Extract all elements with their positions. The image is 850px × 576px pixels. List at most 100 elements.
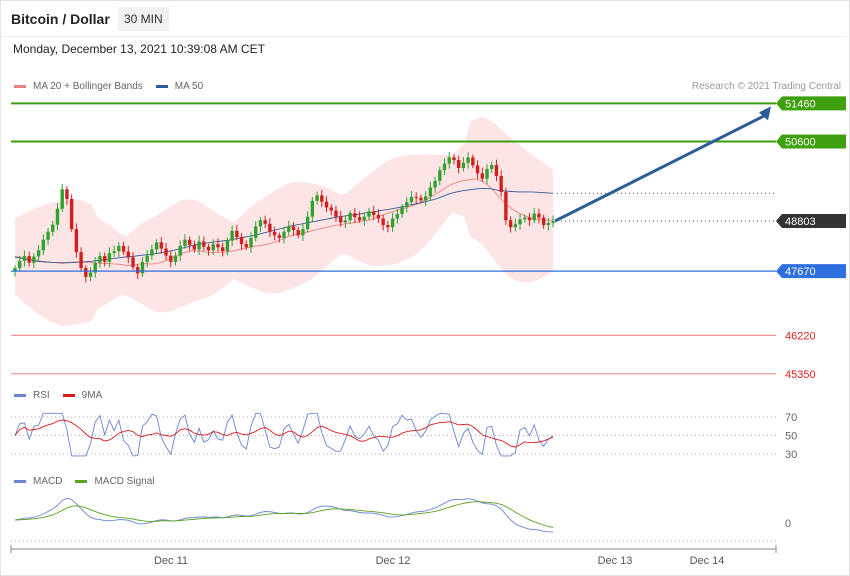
candle-body <box>419 197 423 201</box>
candle-body <box>513 224 518 228</box>
candle-body <box>69 199 74 230</box>
candle-body <box>310 200 315 217</box>
candle-body <box>192 245 197 250</box>
candle-body <box>32 256 36 263</box>
candle-body <box>93 262 97 273</box>
candle-body <box>55 208 60 225</box>
candle-body <box>461 162 466 169</box>
legend-label-ma50: MA 50 <box>174 81 204 92</box>
level-51460-tag <box>776 96 846 111</box>
candle-body <box>126 251 130 258</box>
candle-body <box>357 217 362 221</box>
candle-body <box>376 214 381 219</box>
candle-body <box>145 255 149 262</box>
legend-label-rsi: RSI <box>33 390 50 401</box>
candle-body <box>239 237 244 245</box>
candle-body <box>338 216 343 223</box>
candle-body <box>405 202 409 207</box>
candle-body <box>508 220 513 228</box>
forecast-arrow-shaft <box>554 113 768 223</box>
instrument-title: Bitcoin / Dollar <box>11 11 110 27</box>
candle-body <box>178 245 182 256</box>
rsi-tick-70: 70 <box>785 412 797 424</box>
candle-body <box>334 210 338 217</box>
macd-legend: MACD MACD Signal <box>14 476 167 487</box>
legend-label-macd: MACD <box>33 476 63 487</box>
candle-body <box>348 213 352 221</box>
candle-body <box>367 211 371 217</box>
candle-body <box>65 189 69 200</box>
candle-body <box>117 245 121 252</box>
legend-swatch-ma20 <box>14 85 26 88</box>
candle-body <box>88 272 93 277</box>
candle-body <box>211 244 215 251</box>
timeframe-selector[interactable]: 30 MIN <box>118 7 169 31</box>
candle-body <box>102 256 107 262</box>
candle-body <box>51 224 55 232</box>
candle-body <box>499 175 503 192</box>
candle-body <box>216 244 220 248</box>
candle-body <box>225 240 230 252</box>
candle-body <box>197 241 201 250</box>
candle-body <box>400 206 404 215</box>
rsi-tick-50: 50 <box>785 431 797 443</box>
candle-body <box>154 242 159 250</box>
legend-swatch-rsi <box>14 394 26 397</box>
legend-label-ma20: MA 20 + Bollinger Bands <box>33 81 143 92</box>
candle-body <box>136 267 140 274</box>
level-50600-label: 50600 <box>785 136 816 148</box>
candle-body <box>291 226 296 230</box>
legend-item-macd: MACD <box>14 476 62 487</box>
level-45350-label: 45350 <box>785 369 816 381</box>
bollinger-band <box>15 116 554 327</box>
candle-body <box>329 207 333 211</box>
candle-body <box>206 246 211 251</box>
candle-body <box>324 201 329 208</box>
rsi-tick-30: 30 <box>785 449 797 461</box>
legend-swatch-macd-signal <box>75 480 88 483</box>
candle-body <box>202 241 206 247</box>
candle-body <box>438 170 442 181</box>
legend-item-macd-signal: MACD Signal <box>75 476 154 487</box>
candle-body <box>423 196 428 201</box>
forecast-arrow-head <box>759 106 771 121</box>
candle-body <box>282 231 286 238</box>
candle-body <box>150 249 154 256</box>
rsi-9ma-line <box>14 419 554 448</box>
candle-body <box>187 239 192 246</box>
price-legend: MA 20 + Bollinger Bands MA 50 <box>14 81 216 92</box>
rsi-legend: RSI 9MA <box>14 390 115 401</box>
candle-body <box>84 268 88 277</box>
candle-body <box>343 220 348 223</box>
macd-line <box>14 497 554 533</box>
candle-body <box>494 164 499 176</box>
candle-body <box>244 244 248 248</box>
candle-body <box>315 195 319 201</box>
x-tick-label-dec-14: Dec 14 <box>690 555 725 567</box>
x-tick-label-dec-12: Dec 12 <box>376 555 411 567</box>
x-tick-label-dec-13: Dec 13 <box>598 555 633 567</box>
legend-swatch-9ma <box>62 394 75 397</box>
candle-body <box>18 260 22 269</box>
candle-body <box>305 216 310 230</box>
candle-body <box>480 173 484 179</box>
candle-body <box>456 160 461 169</box>
candle-body <box>121 245 126 252</box>
candle-body <box>296 229 300 236</box>
candle-body <box>546 222 551 226</box>
level-48803-tag <box>776 214 846 228</box>
x-tick-label-dec-11: Dec 11 <box>154 555 188 567</box>
candle-body <box>433 180 437 188</box>
candle-body <box>452 157 456 161</box>
candle-body <box>490 164 494 169</box>
candle-body <box>41 239 46 251</box>
candle-body <box>523 217 527 220</box>
candle-body <box>98 256 102 263</box>
candle-body <box>527 217 532 221</box>
candle-body <box>301 229 305 236</box>
candle-body <box>353 213 357 218</box>
candle-body <box>183 239 187 246</box>
candle-body <box>13 268 17 271</box>
level-48803-label: 48803 <box>785 216 816 228</box>
header-separator <box>1 36 847 37</box>
